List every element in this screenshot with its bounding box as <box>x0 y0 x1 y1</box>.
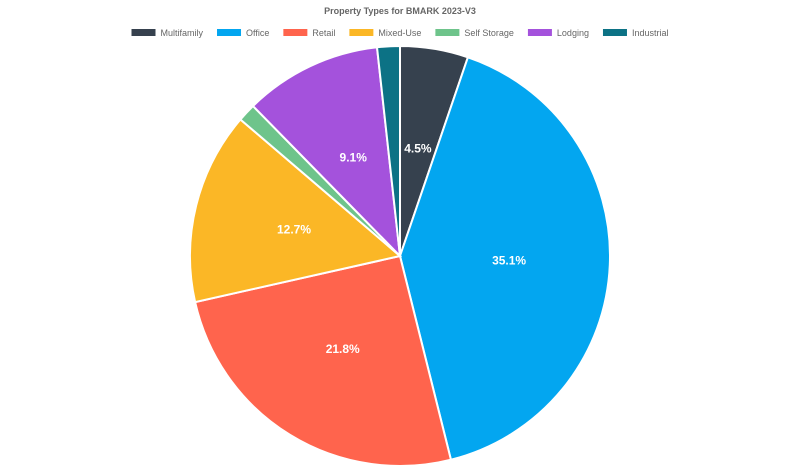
legend-swatch-industrial <box>602 29 627 36</box>
legend-swatch-lodging <box>527 29 552 36</box>
legend-label-retail: Retail <box>312 28 335 38</box>
pie-data-labels: 4.5% 35.1% 21.8% 12.7% 9.1% <box>277 141 526 356</box>
pie-slices <box>189 44 611 467</box>
data-label-mixed-use: 12.7% <box>277 223 311 237</box>
data-label-lodging: 9.1% <box>340 150 368 164</box>
legend-label-self-storage: Self Storage <box>464 28 514 38</box>
legend-swatch-self-storage <box>435 29 460 36</box>
legend-label-mixed-use: Mixed-Use <box>378 28 421 38</box>
legend-label-industrial: Industrial <box>632 28 669 38</box>
legend-item-lodging[interactable]: Lodging <box>527 28 589 38</box>
legend-item-office[interactable]: Office <box>217 28 269 38</box>
pie-slice-lodging[interactable] <box>251 46 402 259</box>
legend-label-lodging: Lodging <box>557 28 589 38</box>
pie-slice-mixed-use[interactable] <box>189 118 403 304</box>
legend-swatch-multifamily <box>131 29 156 36</box>
legend-item-retail[interactable]: Retail <box>283 28 335 38</box>
data-label-office: 35.1% <box>492 254 526 268</box>
legend-swatch-office <box>217 29 242 36</box>
legend-item-self-storage[interactable]: Self Storage <box>435 28 514 38</box>
pie-slice-retail[interactable] <box>193 254 453 467</box>
data-label-multifamily: 4.5% <box>404 141 432 155</box>
legend-item-mixed-use[interactable]: Mixed-Use <box>349 28 421 38</box>
chart-legend: Multifamily Office Retail Mixed-Use Self Sto… <box>131 28 669 38</box>
legend-label-multifamily: Multifamily <box>161 28 204 38</box>
legend-swatch-retail <box>283 29 308 36</box>
legend-swatch-mixed-use <box>349 29 374 36</box>
data-label-retail: 21.8% <box>326 342 360 356</box>
pie-slice-office[interactable] <box>398 56 611 461</box>
chart-title: Property Types for BMARK 2023-V3 <box>324 6 476 16</box>
legend-item-multifamily[interactable]: Multifamily <box>131 28 204 38</box>
legend-item-industrial[interactable]: Industrial <box>602 28 669 38</box>
legend-label-office: Office <box>246 28 269 38</box>
pie-slice-industrial[interactable] <box>375 44 401 257</box>
